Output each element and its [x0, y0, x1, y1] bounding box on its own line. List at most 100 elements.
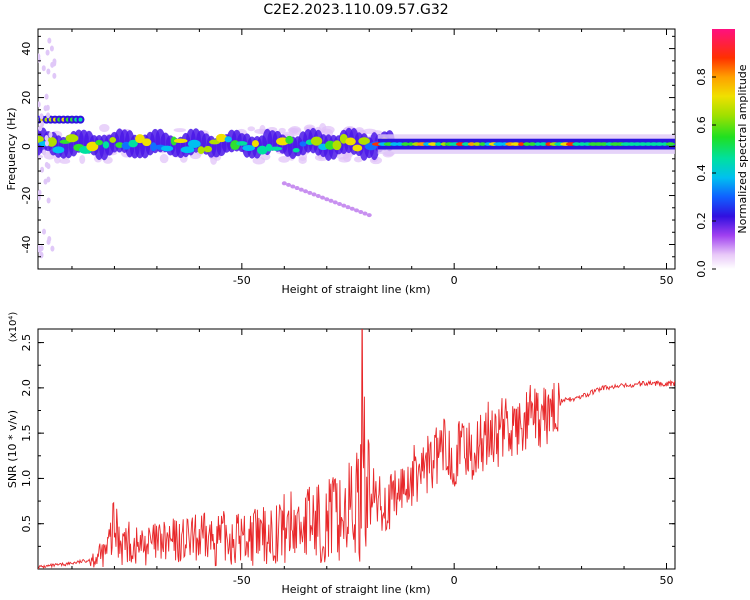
heatmap-faint-branch: [290, 184, 296, 189]
heatmap-faint-branch: [320, 195, 326, 200]
heatmap-ridge-cell: [292, 147, 300, 153]
heatmap-ridge-core: [654, 142, 664, 146]
heatmap-ridge-cell: [52, 146, 65, 154]
heatmap-ridge-cell: [269, 146, 283, 151]
heatmap-ridge-cell: [150, 142, 157, 152]
snr-y-tick-label: 1.0: [20, 470, 33, 488]
heatmap-faint-branch: [286, 182, 292, 187]
heatmap-edge-cell: [52, 72, 57, 79]
heatmap-edge-cell: [38, 189, 42, 196]
heatmap-edge-cell: [38, 125, 43, 132]
heatmap-edge-cell: [38, 194, 41, 201]
heatmap-halo-cell: [247, 126, 256, 132]
heatmap-edge-cell: [50, 245, 55, 252]
heatmap-edge-cell: [44, 93, 49, 100]
heatmap-ridge-cell: [285, 135, 294, 144]
heatmap-ridge-cell: [115, 142, 124, 148]
heatmap-halo-cell: [54, 155, 61, 164]
heatmap-ridge-cell: [173, 138, 188, 144]
heatmap-halo-cell: [38, 154, 44, 159]
snr-y-axis-label: SNR (10 * v/v): [6, 410, 19, 488]
heatmap-ridge-cell: [197, 146, 205, 154]
heatmap-edge-cell: [38, 101, 41, 108]
heatmap-faint-branch: [345, 205, 351, 210]
heatmap-halo-cell: [353, 156, 363, 163]
heatmap-edge-cell: [44, 135, 49, 142]
heatmap-edge-cell: [46, 112, 51, 119]
heatmap-ridge-cell: [345, 137, 356, 146]
heatmap-faint-branch: [366, 213, 372, 218]
heatmap-edge-cell: [39, 245, 44, 252]
heatmap-ridge-cell: [352, 144, 363, 152]
heatmap-ridge-core: [572, 142, 581, 146]
heatmap-edge-cell: [49, 45, 54, 52]
heatmap-ridge-cell: [102, 141, 110, 149]
colorbar-gradient: [712, 29, 735, 269]
heatmap-halo-cell: [252, 156, 266, 165]
snr-x-axis-label: Height of straight line (km): [281, 583, 430, 596]
heatmap-faint-branch: [358, 209, 364, 214]
colorbar: 0.0 0.2 0.4 0.6 0.8 Normalized spectral ampl…: [695, 29, 749, 278]
snr-y-tick-label: 1.5: [20, 424, 33, 442]
heatmap-ridge-core: [534, 142, 541, 146]
heatmap-edge-cell: [45, 49, 50, 56]
heatmap-faint-branch: [328, 198, 334, 203]
heatmap-edge-cell: [52, 60, 57, 67]
colorbar-tick-label: 0.0: [695, 260, 708, 278]
heatmap-edge-cell: [43, 105, 48, 112]
heatmap-halo-cell: [59, 158, 71, 164]
heatmap-ridge-cell: [215, 133, 227, 143]
heatmap-ridge-core: [538, 142, 548, 146]
heatmap-ridge-core: [390, 142, 399, 146]
figure-title: C2E2.2023.110.09.57.G32: [263, 2, 448, 18]
heatmap-ridge-core: [523, 142, 531, 146]
heatmap-ridge-cell: [224, 136, 232, 143]
heatmap-ridge-cell: [142, 138, 152, 147]
heatmap-faint-branch: [354, 208, 359, 213]
heatmap-edge-cell: [38, 244, 41, 251]
heatmap-halo-cell: [173, 128, 186, 133]
heatmap-edge-cell: [46, 176, 51, 183]
heatmap-edge-cell: [42, 149, 47, 156]
heatmap-ticks: -50 0 50 -40 -20 0 20 40: [20, 29, 675, 287]
heatmap-halo-cell: [99, 123, 110, 133]
heatmap-ridge-cell: [38, 135, 44, 143]
heatmap-faint-branch: [298, 187, 304, 192]
heatmap-x-axis-label: Height of straight line (km): [281, 283, 430, 296]
heatmap-ridge-cell: [109, 137, 117, 143]
heatmap-ridge-cell: [203, 145, 213, 153]
heatmap-halo-cell: [298, 152, 308, 161]
heatmap-edge-cell: [47, 37, 52, 44]
heatmap-faint-branch: [341, 203, 347, 208]
heatmap-ridge-core: [665, 142, 675, 146]
heatmap-edge-cell: [46, 68, 51, 75]
heatmap-y-tick-label: 40: [20, 42, 33, 56]
heatmap-edge-cell: [40, 121, 45, 128]
snr-series-line: [38, 329, 675, 569]
snr-x-tick-label: -50: [233, 574, 251, 587]
heatmap-ridge-core: [511, 142, 521, 146]
heatmap-faint-branch: [332, 200, 338, 205]
heatmap-ridge-core: [518, 142, 525, 146]
heatmap-halo-cell: [79, 154, 86, 164]
heatmap-faint-branch: [294, 186, 300, 191]
heatmap-y-axis-label: Frequency (Hz): [5, 108, 18, 191]
heatmap-faint-branch: [362, 211, 368, 216]
heatmap-edge-cell: [41, 65, 46, 72]
heatmap-ridge-cell: [299, 141, 307, 147]
heatmap-ridge-cell: [236, 141, 248, 146]
heatmap-ridge-core: [528, 142, 537, 146]
snr-panel: -50 0 50 0.5 1.0 1.5 2.0 2.5 Height of straight…: [6, 312, 676, 596]
heatmap-ridge-cell: [95, 139, 103, 146]
heatmap-ridge-core: [435, 142, 442, 146]
heatmap-ridge-cell: [358, 137, 370, 145]
heatmap-faint-branch: [307, 190, 313, 195]
heatmap-layer: [38, 37, 675, 259]
colorbar-tick-label: 0.2: [695, 212, 708, 230]
snr-y-tick-label: 0.5: [20, 515, 33, 533]
heatmap-ridge-cell: [187, 139, 201, 148]
heatmap-faint-branch: [281, 181, 287, 186]
heatmap-ridge-cell: [86, 141, 99, 152]
heatmap-ridge-cell: [324, 140, 336, 150]
